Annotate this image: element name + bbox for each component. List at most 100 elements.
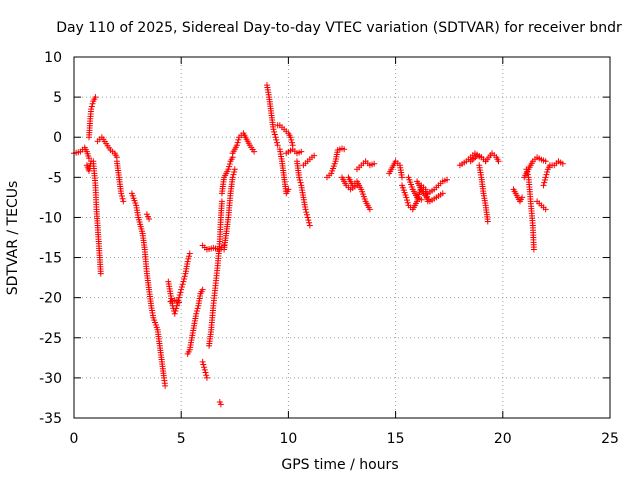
data-point (540, 182, 547, 189)
data-point (418, 196, 425, 203)
data-point (178, 286, 185, 293)
x-tick-label: 15 (387, 431, 405, 447)
data-point (274, 142, 281, 149)
data-point (231, 168, 238, 175)
data-point (542, 206, 549, 213)
data-point (181, 275, 188, 282)
data-point (272, 134, 279, 141)
data-point (366, 206, 373, 213)
data-point (271, 128, 278, 135)
data-point (146, 216, 153, 223)
data-point (217, 401, 224, 408)
data-point (542, 158, 549, 165)
data-point (181, 273, 188, 280)
data-point (162, 382, 169, 389)
data-point (287, 134, 294, 141)
x-tick-label: 25 (601, 431, 619, 447)
data-point (184, 258, 191, 265)
data-point (403, 194, 410, 201)
data-point (296, 174, 303, 181)
y-tick-label: -15 (39, 251, 62, 267)
data-point (304, 214, 311, 221)
chart-title: Day 110 of 2025, Sidereal Day-to-day VTE… (56, 20, 622, 36)
data-point (172, 308, 179, 315)
data-point (202, 369, 209, 376)
data-point (200, 361, 207, 368)
data-point (543, 171, 550, 178)
data-point (203, 374, 210, 381)
data-point (186, 250, 193, 257)
data-point (519, 194, 526, 201)
data-point (303, 209, 310, 216)
data-point (88, 103, 95, 110)
data-point (270, 126, 277, 133)
x-axis-label: GPS time / hours (281, 457, 398, 473)
y-tick-label: -30 (39, 371, 62, 387)
data-point (92, 94, 99, 101)
data-point (530, 246, 537, 253)
data-point (296, 177, 303, 184)
data-point (176, 299, 183, 306)
data-point (288, 136, 295, 143)
data-point (484, 218, 491, 225)
data-point (235, 136, 242, 143)
data-point (404, 197, 411, 204)
y-tick-label: 5 (53, 90, 62, 106)
data-point (118, 190, 125, 197)
y-tick-label: -35 (39, 411, 62, 427)
data-point (271, 131, 278, 138)
data-point (233, 142, 240, 149)
data-points (71, 82, 566, 408)
x-tick-label: 0 (70, 431, 79, 447)
data-point (203, 372, 210, 379)
data-point (231, 166, 238, 173)
data-point (303, 211, 310, 218)
data-point (120, 198, 127, 205)
data-point (193, 310, 200, 317)
grid-lines (74, 57, 610, 418)
x-axis: 0 5 10 15 20 25 (70, 57, 619, 447)
data-point (371, 160, 378, 167)
data-point (179, 281, 186, 288)
data-point (404, 199, 411, 206)
data-point (478, 154, 485, 161)
data-point (193, 308, 200, 315)
data-point (306, 219, 313, 226)
y-tick-label: -5 (48, 170, 62, 186)
data-point (86, 155, 93, 162)
data-point (218, 198, 225, 205)
data-point (285, 186, 292, 193)
data-point (399, 174, 406, 181)
data-point (251, 148, 258, 155)
data-point (177, 289, 184, 296)
data-point (201, 364, 208, 371)
data-point (226, 160, 233, 167)
data-point (297, 179, 304, 186)
data-point (311, 152, 318, 159)
x-tick-label: 10 (279, 431, 297, 447)
y-tick-label: 10 (44, 50, 62, 66)
data-point (173, 305, 180, 312)
data-point (495, 158, 502, 165)
x-tick-label: 5 (177, 431, 186, 447)
data-point (118, 193, 125, 200)
data-point (229, 174, 236, 181)
data-point (194, 305, 201, 312)
data-point (89, 100, 96, 107)
y-tick-label: -25 (39, 331, 62, 347)
data-point (225, 166, 232, 173)
data-point (171, 310, 178, 317)
data-point (541, 179, 548, 186)
data-point (288, 139, 295, 146)
x-tick-label: 20 (494, 431, 512, 447)
y-tick-label: 0 (53, 130, 62, 146)
data-point (273, 136, 280, 143)
data-point (444, 176, 451, 183)
y-tick-label: -20 (39, 291, 62, 307)
data-point (302, 206, 309, 213)
data-point (199, 358, 206, 365)
plot-frame (73, 56, 611, 419)
data-point (185, 255, 192, 262)
y-axis-label: SDTVAR / TECUs (5, 181, 21, 296)
